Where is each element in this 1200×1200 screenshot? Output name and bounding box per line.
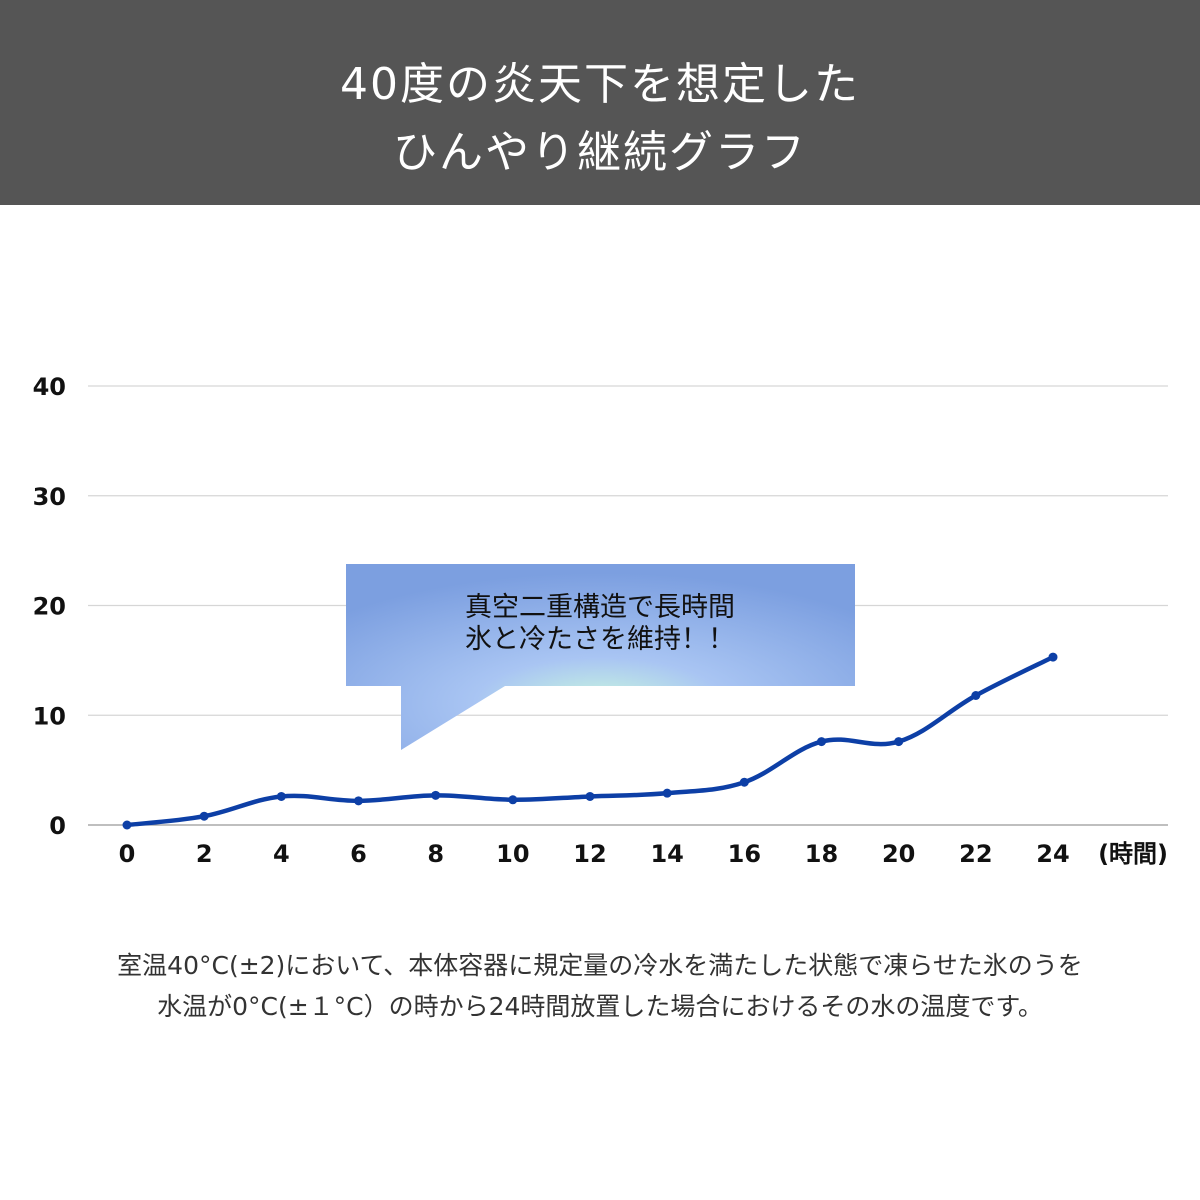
x-tick-label: 12	[573, 840, 606, 868]
y-tick-label: 0	[49, 812, 66, 840]
data-point	[199, 811, 209, 821]
chart-title-line2: ひんやり継続グラフ	[393, 127, 807, 178]
data-point	[662, 788, 672, 798]
x-tick-label: 22	[959, 840, 992, 868]
x-tick-label: 4	[273, 840, 290, 868]
x-tick-label: 8	[427, 840, 444, 868]
header-banner: 40度の炎天下を想定した ひんやり継続グラフ	[0, 0, 1200, 205]
x-tick-label: 10	[496, 840, 529, 868]
x-tick-label: 20	[882, 840, 915, 868]
x-tick-label: 6	[350, 840, 367, 868]
caption-line1: 室温40°C(±2)において、本体容器に規定量の冷水を満たした状態で凍らせた氷の…	[117, 951, 1083, 980]
x-tick-label: 2	[196, 840, 213, 868]
chart-caption: 室温40°C(±2)において、本体容器に規定量の冷水を満たした状態で凍らせた氷の…	[0, 945, 1200, 1027]
x-tick-label: 14	[650, 840, 683, 868]
x-tick-label: 18	[805, 840, 838, 868]
data-point	[122, 820, 132, 830]
data-point	[585, 791, 595, 801]
chart-title-line1: 40度の炎天下を想定した	[340, 59, 860, 110]
y-tick-label: 40	[33, 373, 66, 401]
data-point	[431, 790, 441, 800]
y-tick-label: 20	[33, 593, 66, 621]
data-point	[354, 796, 363, 806]
data-point	[276, 791, 286, 801]
callout-text-line2: 氷と冷たさを維持！！	[465, 624, 735, 655]
data-point	[894, 737, 904, 747]
callout-text-line1: 真空二重構造で長時間	[465, 592, 735, 623]
x-tick-label: 24	[1036, 840, 1069, 868]
data-point	[739, 777, 749, 787]
callout-bubble: 真空二重構造で長時間 氷と冷たさを維持！！	[346, 564, 855, 750]
data-point	[817, 737, 826, 747]
x-tick-label: 16	[728, 840, 761, 868]
y-tick-label: 30	[33, 483, 66, 511]
x-tick-label: 0	[119, 840, 136, 868]
caption-line2: 水温が0°C(±１°C）の時から24時間放置した場合におけるその水の温度です。	[157, 992, 1043, 1021]
callout-shape	[346, 564, 855, 750]
y-tick-label: 10	[33, 702, 66, 730]
data-point	[508, 795, 518, 805]
data-point	[1048, 652, 1058, 662]
data-point	[971, 690, 981, 700]
x-axis-label: (時間)	[1098, 840, 1168, 868]
